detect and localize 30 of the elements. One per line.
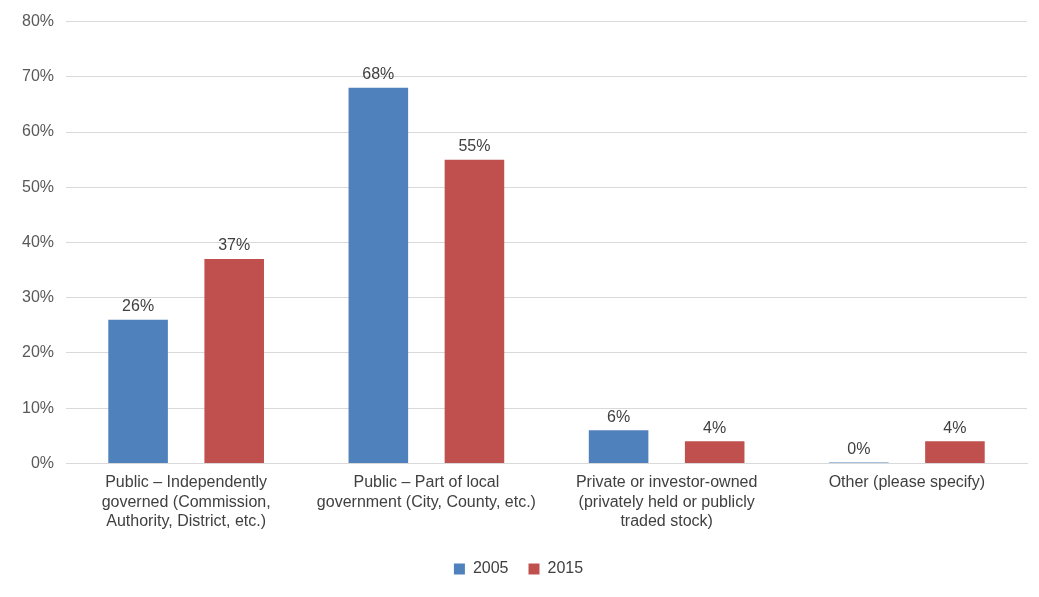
x-tick-label: Private or investor-owned (privately held or publicly traded stock) (575, 473, 758, 529)
x-tick-label: Public – Part of local government (City, County, etc.) (316, 473, 536, 510)
y-tick-label: 70% (21, 67, 55, 85)
bar (684, 441, 745, 463)
y-tick-label: 0% (30, 453, 55, 471)
y-tick-label: 80% (21, 12, 55, 30)
data-label: 26% (122, 297, 155, 315)
y-tick-label: 50% (21, 177, 55, 195)
data-label: 4% (703, 418, 727, 436)
bar (925, 441, 985, 463)
y-tick-label: 40% (21, 232, 55, 250)
bar (108, 319, 168, 463)
x-tick-label: Other (please specify) (828, 473, 986, 491)
bar (204, 259, 264, 463)
data-label: 4% (943, 418, 967, 436)
data-label: 68% (362, 65, 395, 83)
y-tick-label: 60% (21, 122, 55, 140)
data-label: 37% (218, 236, 251, 254)
x-tick-label: Public – Independently governed (Commission, Authority, District, etc.) (101, 473, 271, 529)
y-tick-label: 30% (21, 288, 55, 306)
y-tick-label: 20% (21, 343, 55, 361)
bar (588, 430, 649, 463)
data-label: 6% (607, 407, 631, 425)
data-label: 0% (847, 439, 871, 457)
legend-label: 2015 (547, 559, 584, 577)
data-label: 55% (458, 137, 491, 155)
bar (348, 87, 409, 463)
legend-label: 2005 (472, 559, 509, 577)
y-tick-label: 10% (21, 398, 55, 416)
bar (444, 159, 505, 463)
